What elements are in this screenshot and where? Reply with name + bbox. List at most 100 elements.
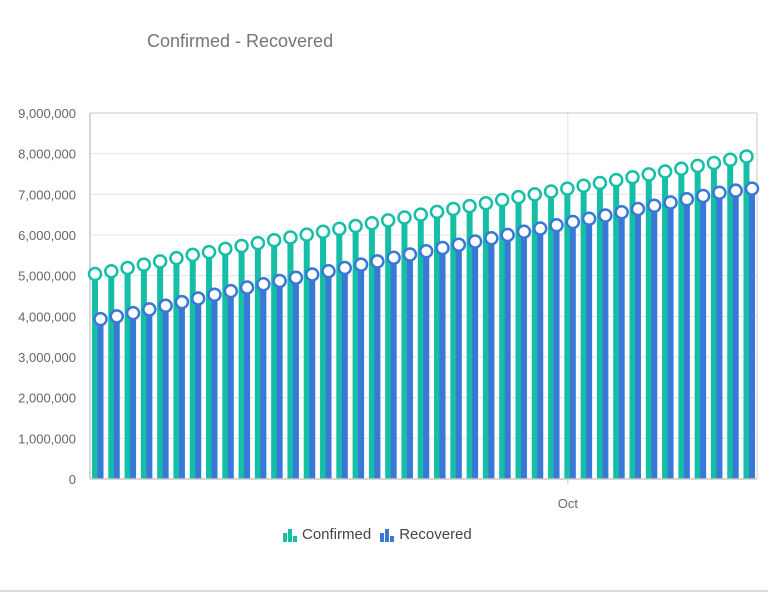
marker-recovered[interactable]: [223, 283, 239, 299]
marker-confirmed[interactable]: [250, 235, 266, 251]
marker-confirmed[interactable]: [152, 254, 168, 269]
marker-confirmed[interactable]: [397, 210, 412, 225]
bar-confirmed[interactable]: [499, 200, 506, 479]
bar-confirmed[interactable]: [271, 240, 278, 479]
marker-recovered[interactable]: [370, 254, 385, 269]
marker-recovered[interactable]: [533, 221, 548, 236]
bar-confirmed[interactable]: [694, 165, 701, 479]
marker-recovered[interactable]: [467, 234, 483, 249]
marker-confirmed[interactable]: [706, 155, 722, 171]
bar-recovered[interactable]: [455, 244, 462, 479]
marker-confirmed[interactable]: [299, 227, 314, 242]
bar-confirmed[interactable]: [401, 217, 408, 479]
marker-recovered[interactable]: [663, 195, 678, 210]
marker-confirmed[interactable]: [104, 263, 119, 279]
bar-recovered[interactable]: [113, 316, 120, 479]
bar-recovered[interactable]: [553, 225, 560, 479]
marker-confirmed[interactable]: [413, 207, 428, 222]
bar-confirmed[interactable]: [157, 261, 164, 479]
bar-confirmed[interactable]: [222, 248, 229, 479]
marker-recovered[interactable]: [239, 280, 255, 295]
marker-recovered[interactable]: [402, 247, 418, 262]
marker-recovered[interactable]: [142, 302, 157, 317]
bar-recovered[interactable]: [569, 221, 576, 479]
marker-recovered[interactable]: [109, 309, 125, 324]
bar-confirmed[interactable]: [727, 159, 734, 479]
bar-confirmed[interactable]: [466, 206, 473, 480]
marker-confirmed[interactable]: [364, 215, 380, 231]
bar-recovered[interactable]: [618, 212, 625, 479]
marker-recovered[interactable]: [337, 260, 353, 276]
bar-confirmed[interactable]: [385, 220, 392, 480]
bar-confirmed[interactable]: [336, 228, 343, 479]
bar-recovered[interactable]: [374, 261, 381, 479]
bar-recovered[interactable]: [309, 274, 316, 479]
bar-recovered[interactable]: [325, 271, 332, 479]
bar-recovered[interactable]: [358, 264, 365, 479]
bar-confirmed[interactable]: [140, 264, 147, 479]
marker-confirmed[interactable]: [429, 204, 445, 220]
marker-recovered[interactable]: [158, 298, 173, 314]
bar-recovered[interactable]: [97, 319, 104, 479]
bar-recovered[interactable]: [423, 251, 430, 479]
marker-recovered[interactable]: [712, 185, 727, 200]
marker-recovered[interactable]: [549, 217, 564, 233]
bar-confirmed[interactable]: [629, 177, 636, 479]
bar-recovered[interactable]: [130, 313, 137, 479]
bar-recovered[interactable]: [146, 309, 153, 479]
bar-confirmed[interactable]: [662, 171, 669, 479]
point-markers[interactable]: [87, 149, 760, 327]
bar-confirmed[interactable]: [254, 243, 261, 479]
marker-confirmed[interactable]: [739, 149, 754, 164]
bar-confirmed[interactable]: [92, 274, 98, 479]
bar-recovered[interactable]: [211, 294, 218, 479]
marker-confirmed[interactable]: [608, 172, 624, 188]
bar-recovered[interactable]: [292, 277, 299, 479]
bar-confirmed[interactable]: [678, 168, 685, 480]
bar-recovered[interactable]: [586, 218, 593, 479]
bar-confirmed[interactable]: [515, 197, 522, 479]
marker-confirmed[interactable]: [657, 164, 673, 179]
marker-confirmed[interactable]: [283, 230, 298, 245]
marker-recovered[interactable]: [435, 240, 450, 256]
bar-confirmed[interactable]: [548, 191, 555, 479]
marker-recovered[interactable]: [125, 305, 141, 321]
bar-confirmed[interactable]: [434, 211, 441, 479]
bar-confirmed[interactable]: [368, 223, 375, 479]
marker-confirmed[interactable]: [641, 167, 657, 182]
bar-recovered[interactable]: [488, 238, 495, 479]
bar-recovered[interactable]: [667, 202, 674, 479]
bar-confirmed[interactable]: [206, 252, 213, 479]
marker-recovered[interactable]: [190, 291, 206, 306]
marker-confirmed[interactable]: [690, 158, 705, 174]
marker-confirmed[interactable]: [185, 247, 200, 263]
bar-recovered[interactable]: [634, 208, 641, 479]
bar-confirmed[interactable]: [189, 254, 196, 479]
bar-recovered[interactable]: [390, 257, 397, 479]
bar-recovered[interactable]: [716, 192, 723, 479]
bar-recovered[interactable]: [406, 254, 413, 479]
marker-recovered[interactable]: [174, 294, 190, 310]
marker-recovered[interactable]: [207, 287, 222, 303]
bar-recovered[interactable]: [683, 199, 690, 480]
marker-confirmed[interactable]: [332, 221, 347, 237]
bar-confirmed[interactable]: [613, 180, 620, 479]
bar-recovered[interactable]: [520, 231, 527, 479]
marker-confirmed[interactable]: [494, 192, 510, 208]
bar-confirmed[interactable]: [320, 231, 327, 479]
bar-confirmed[interactable]: [287, 237, 294, 479]
marker-recovered[interactable]: [744, 181, 760, 196]
bar-confirmed[interactable]: [710, 163, 717, 479]
marker-confirmed[interactable]: [543, 184, 559, 199]
bar-confirmed[interactable]: [108, 271, 115, 479]
bar-recovered[interactable]: [244, 287, 251, 479]
marker-confirmed[interactable]: [169, 250, 184, 266]
bar-confirmed[interactable]: [303, 234, 310, 479]
bar-recovered[interactable]: [276, 280, 283, 479]
bar-recovered[interactable]: [700, 195, 707, 479]
bar-confirmed[interactable]: [564, 188, 571, 479]
bar-recovered[interactable]: [602, 215, 609, 480]
marker-confirmed[interactable]: [201, 244, 217, 260]
marker-confirmed[interactable]: [625, 170, 640, 185]
bar-confirmed[interactable]: [580, 185, 587, 479]
